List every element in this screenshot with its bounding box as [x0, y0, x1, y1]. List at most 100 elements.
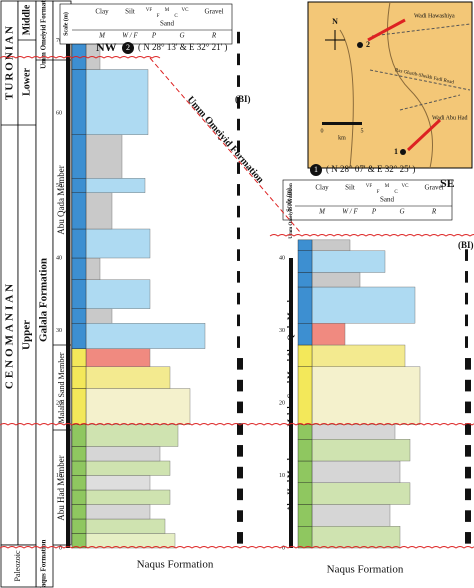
- header-box: [59, 3, 233, 45]
- bed: [311, 323, 346, 346]
- lithology: [71, 348, 87, 367]
- formation: Umm Omeiyid Formation: [40, 0, 48, 69]
- base-label: Naqus Formation: [327, 564, 404, 576]
- scale-label: 30: [56, 328, 62, 334]
- member: Abu Qada Member: [56, 165, 66, 234]
- texture: G: [399, 208, 404, 216]
- texture: M: [318, 208, 326, 216]
- lithology: [297, 366, 313, 425]
- bi-mark: [465, 249, 468, 261]
- sand-class: VF: [366, 184, 373, 189]
- substage: Lower: [21, 68, 32, 96]
- bed: [311, 344, 406, 367]
- bed: [85, 192, 113, 230]
- lithology: [71, 40, 87, 70]
- se-unit: Umm Omeiyid Formation: [289, 183, 294, 239]
- bed: [85, 366, 171, 389]
- bed: [311, 424, 396, 440]
- scale-label: 10: [56, 473, 62, 479]
- bed: [311, 250, 386, 273]
- lithology: [297, 424, 313, 440]
- bed: [85, 228, 151, 259]
- bed: [311, 286, 416, 324]
- grain-size: Sand: [380, 196, 395, 204]
- substage: Middle: [21, 4, 32, 35]
- lithology: [71, 323, 87, 349]
- bi-mark: [237, 445, 243, 457]
- lithology: [71, 308, 87, 324]
- se-unit: Abu Had Member: [286, 448, 295, 511]
- bed: [311, 272, 361, 288]
- bed: [85, 323, 206, 349]
- member: Abu Had Member: [56, 455, 66, 520]
- scale-title: Scale (m): [62, 12, 69, 36]
- lithology: [297, 460, 313, 483]
- bi-mark: [237, 140, 240, 153]
- bi-mark: [237, 379, 243, 392]
- unconformity: [0, 546, 474, 549]
- lithology: [71, 134, 87, 179]
- lithology: [297, 272, 313, 288]
- scale-label: 30: [279, 328, 285, 334]
- grain-size: Clay: [315, 184, 329, 192]
- sand-class: F: [157, 14, 160, 19]
- bed: [85, 504, 151, 520]
- bi-mark: [237, 97, 240, 109]
- bi-mark: [237, 53, 240, 66]
- bi-mark: [237, 510, 243, 522]
- bed: [85, 460, 171, 476]
- lithology: [71, 533, 87, 549]
- header-box: [282, 179, 453, 221]
- site-marker: [310, 164, 322, 176]
- bi-mark: [237, 271, 240, 283]
- scale-label: 70: [56, 38, 62, 44]
- lithology: [71, 178, 87, 193]
- lithology: [71, 475, 87, 491]
- sand-class: M: [385, 184, 390, 189]
- lithology: [71, 424, 87, 447]
- lithology: [297, 323, 313, 346]
- lithology: [71, 366, 87, 389]
- bi-label: (BI): [458, 240, 474, 250]
- scale-label: 40: [279, 255, 285, 261]
- bi-mark: [465, 379, 471, 392]
- texture: R: [211, 32, 217, 40]
- bi-mark: [465, 314, 468, 327]
- map-scale: km: [338, 135, 346, 141]
- se-unit: Abu Qada Member: [286, 290, 295, 357]
- bed: [85, 348, 151, 367]
- sand-class: F: [377, 190, 380, 195]
- bed: [311, 366, 421, 425]
- bed: [311, 504, 391, 527]
- map-scale: 0: [321, 128, 324, 134]
- bi-mark: [237, 401, 243, 414]
- bi-mark: [237, 532, 243, 544]
- section-label: NW: [96, 40, 117, 54]
- bi-mark: [237, 227, 240, 240]
- grain-size: Gravel: [204, 8, 223, 16]
- formation: Galala Formation: [38, 258, 50, 342]
- texture: R: [431, 208, 437, 216]
- correlation-line: [149, 57, 301, 233]
- substage: Upper: [21, 320, 33, 350]
- site-number: 2: [126, 43, 130, 52]
- texture: W / F: [122, 32, 138, 40]
- scale-label: 10: [279, 473, 285, 479]
- bi-mark: [465, 423, 471, 435]
- bi-mark: [237, 162, 240, 174]
- bi-label: (BI): [235, 94, 251, 104]
- stage: TURONIAN: [4, 24, 16, 100]
- bed: [85, 69, 149, 135]
- lithology: [297, 439, 313, 462]
- bed: [85, 134, 123, 179]
- bed: [85, 533, 176, 549]
- bi-mark: [237, 118, 240, 131]
- bed: [85, 424, 179, 447]
- lithology: [71, 446, 87, 462]
- lithology: [297, 286, 313, 324]
- texture: M: [98, 32, 106, 40]
- texture: P: [371, 208, 377, 216]
- grain-size: Gravel: [424, 184, 443, 192]
